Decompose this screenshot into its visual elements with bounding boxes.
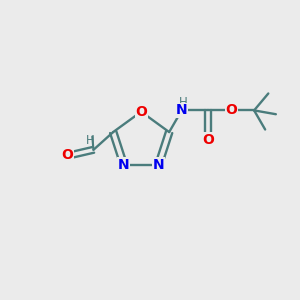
Text: N: N [118,158,130,172]
Text: O: O [135,105,147,119]
Text: H: H [85,134,94,147]
Text: N: N [153,158,164,172]
Text: O: O [202,133,214,147]
Text: N: N [176,103,188,117]
Text: H: H [179,96,188,109]
Text: O: O [61,148,74,162]
Text: O: O [225,103,237,117]
